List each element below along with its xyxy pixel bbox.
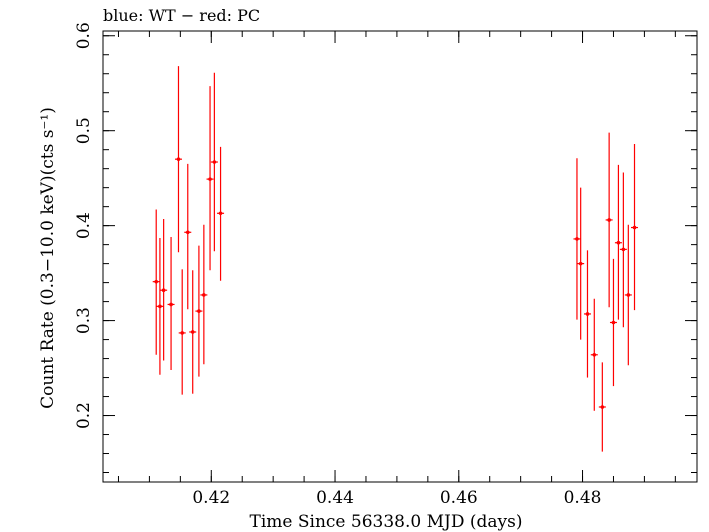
point-marker (161, 288, 166, 293)
point-marker (218, 211, 223, 216)
point-marker (626, 293, 631, 297)
point-marker (208, 177, 212, 181)
data-point (200, 224, 208, 365)
data-point (156, 237, 164, 375)
data-point (573, 158, 581, 320)
data-point (189, 270, 197, 394)
data-point (210, 72, 218, 252)
point-marker (575, 237, 579, 241)
point-marker (185, 230, 190, 235)
data-point (631, 143, 639, 311)
point-marker (202, 293, 206, 297)
data-point (184, 163, 192, 310)
x-tick-label: 0.46 (440, 488, 478, 508)
data-point (195, 245, 203, 377)
y-axis-label: Count Rate (0.3−10.0 keV)(cts s⁻¹) (38, 107, 58, 409)
point-marker (600, 405, 605, 409)
point-marker (190, 330, 195, 334)
plot-frame (102, 30, 698, 483)
data-point (167, 237, 175, 370)
data-point (160, 218, 168, 361)
point-marker (212, 160, 217, 164)
point-marker (611, 320, 616, 325)
point-marker (585, 312, 590, 316)
point-marker (632, 225, 637, 230)
x-axis-label: Time Since 56338.0 MJD (days) (250, 512, 523, 532)
chart-title: blue: WT − red: PC (103, 6, 260, 25)
data-point (217, 146, 225, 281)
x-axis: 0.42 0.44 0.46 0.48 (117, 31, 676, 508)
point-marker (154, 279, 159, 284)
data-point (624, 224, 632, 366)
point-marker (158, 304, 162, 309)
y-tick-label: 0.5 (74, 117, 94, 144)
data-point (619, 172, 627, 328)
data-point (577, 187, 585, 340)
plot-border (102, 30, 698, 483)
y-tick-label: 0.6 (74, 22, 94, 49)
data-point (609, 258, 617, 387)
y-tick-label: 0.3 (74, 307, 94, 334)
x-tick-label: 0.48 (564, 488, 602, 508)
y-tick-label: 0.4 (74, 212, 94, 239)
data-point (206, 86, 214, 271)
data-points (152, 66, 639, 452)
data-point (614, 164, 622, 320)
x-tick-label: 0.42 (192, 488, 230, 508)
point-marker (592, 352, 597, 357)
data-point (152, 209, 160, 355)
data-point (583, 250, 591, 378)
point-marker (607, 218, 611, 222)
point-marker (197, 309, 201, 313)
point-marker (180, 331, 184, 335)
point-marker (169, 302, 173, 307)
data-point (178, 269, 186, 395)
y-axis: 0.2 0.3 0.4 0.5 0.6 (74, 22, 697, 474)
data-point (605, 132, 613, 308)
data-point (598, 362, 606, 452)
data-point (174, 66, 182, 253)
point-marker (176, 157, 181, 161)
y-tick-label: 0.2 (74, 402, 94, 429)
point-marker (616, 240, 621, 245)
point-marker (578, 261, 583, 266)
x-tick-label: 0.44 (316, 488, 354, 508)
data-point (590, 298, 598, 411)
point-marker (621, 247, 626, 252)
